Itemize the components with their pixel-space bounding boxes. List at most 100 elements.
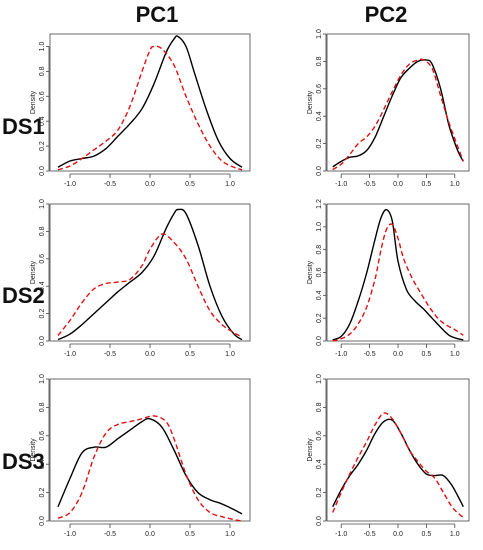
solid-density-curve xyxy=(332,208,464,341)
solid-density-curve xyxy=(57,417,243,515)
x-tick-label: -0.5 xyxy=(104,181,116,188)
plot-frame xyxy=(49,378,251,522)
y-axis-label: Density xyxy=(30,260,37,284)
solid-density-curve xyxy=(57,35,243,168)
plot-frame xyxy=(49,203,251,342)
x-tick-label: 0.5 xyxy=(185,181,195,188)
dashed-density-curve xyxy=(332,412,464,518)
dashed-density-curve xyxy=(57,45,243,171)
y-tick-label: 1.0 xyxy=(39,374,46,384)
dashed-density-curve xyxy=(332,223,464,342)
x-tick-label: 1.0 xyxy=(225,181,235,188)
y-tick-label: 0.8 xyxy=(39,402,46,412)
panel-ds2-pc2: -1.0 -0.5 0.0 0.5 1.0 0.0 0.2 0.4 0.6 0.8 1.0 1.2 De… xyxy=(307,199,470,358)
x-tick-label: -0.5 xyxy=(104,351,116,358)
x-tick-label: -1.0 xyxy=(335,531,347,538)
dashed-density-curve xyxy=(57,415,243,522)
plot-frame xyxy=(326,33,470,172)
y-tick-label: 0.2 xyxy=(39,141,46,151)
row-label-ds1: DS1 xyxy=(2,114,45,139)
x-tick-label: -0.5 xyxy=(104,531,116,538)
x-tick-label: 0.0 xyxy=(145,531,155,538)
y-tick-label: 0.4 xyxy=(316,111,323,121)
y-tick-label: 0.0 xyxy=(316,516,323,526)
y-tick-label: 0.6 xyxy=(316,431,323,441)
y-tick-label: 0.2 xyxy=(39,488,46,498)
y-tick-label: 1.2 xyxy=(316,199,323,209)
y-tick-label: 0.4 xyxy=(316,290,323,300)
x-tick-label: 0.0 xyxy=(393,531,403,538)
x-tick-label: -1.0 xyxy=(64,351,76,358)
column-label-pc1: PC1 xyxy=(136,2,179,27)
y-tick-label: 0.8 xyxy=(316,245,323,255)
x-tick-label: 0.5 xyxy=(185,531,195,538)
x-tick-label: -0.5 xyxy=(364,181,376,188)
x-tick-label: -1.0 xyxy=(64,181,76,188)
y-axis-label: Density xyxy=(30,438,37,462)
y-tick-label: 0.0 xyxy=(39,166,46,176)
y-tick-label: 0.6 xyxy=(316,268,323,278)
y-tick-label: 1.0 xyxy=(39,41,46,51)
y-axis-label: Density xyxy=(307,260,314,284)
x-tick-label: 1.0 xyxy=(450,351,460,358)
x-tick-label: 1.0 xyxy=(450,181,460,188)
column-label-pc2: PC2 xyxy=(365,2,408,27)
y-tick-label: 0.0 xyxy=(39,516,46,526)
y-tick-label: 0.6 xyxy=(39,431,46,441)
x-tick-label: 1.0 xyxy=(450,531,460,538)
solid-density-curve xyxy=(332,418,464,508)
y-tick-label: 0.0 xyxy=(316,336,323,346)
x-tick-label: 0.5 xyxy=(422,531,432,538)
panel-ds3-pc1: -1.0 -0.5 0.0 0.5 1.0 0.0 0.2 0.4 0.6 0.8 1.0 Densi… xyxy=(30,374,251,538)
y-tick-label: 0.8 xyxy=(39,66,46,76)
solid-density-curve xyxy=(332,59,464,168)
x-tick-label: 0.0 xyxy=(393,351,403,358)
y-tick-label: 0.6 xyxy=(39,254,46,264)
y-tick-label: 0.4 xyxy=(39,281,46,291)
x-tick-label: -1.0 xyxy=(335,351,347,358)
y-tick-label: 0.0 xyxy=(39,336,46,346)
y-tick-label: 0.8 xyxy=(316,56,323,66)
y-tick-label: 0.6 xyxy=(39,91,46,101)
x-tick-label: 0.0 xyxy=(145,181,155,188)
panel-ds1-pc2: -1.0 -0.5 0.0 0.5 1.0 0.0 0.2 0.4 0.6 0.8 1.0 Densi… xyxy=(307,29,470,188)
y-axis-label: Density xyxy=(307,90,314,114)
y-tick-label: 1.0 xyxy=(316,29,323,39)
y-tick-label: 0.8 xyxy=(39,226,46,236)
panel-ds1-pc1: -1.0 -0.5 0.0 0.5 1.0 0.0 0.2 0.4 0.6 0.8 1.0 Densi… xyxy=(30,33,251,188)
y-tick-label: 1.0 xyxy=(316,222,323,232)
x-tick-label: 0.0 xyxy=(393,181,403,188)
x-tick-label: 0.5 xyxy=(422,181,432,188)
panel-ds3-pc2: -1.0 -0.5 0.0 0.5 1.0 0.0 0.2 0.4 0.6 0.8 1.0 Densi… xyxy=(307,374,470,538)
y-axis-label: Density xyxy=(307,438,314,462)
solid-density-curve xyxy=(57,208,243,341)
y-tick-label: 1.0 xyxy=(316,374,323,384)
y-tick-label: 0.8 xyxy=(316,402,323,412)
x-tick-label: 0.0 xyxy=(145,351,155,358)
x-tick-label: 0.5 xyxy=(185,351,195,358)
plot-frame xyxy=(49,33,251,172)
y-tick-label: 0.4 xyxy=(39,116,46,126)
y-tick-label: 0.4 xyxy=(39,459,46,469)
x-tick-label: -1.0 xyxy=(64,531,76,538)
x-tick-label: -1.0 xyxy=(335,181,347,188)
x-tick-label: 1.0 xyxy=(225,531,235,538)
y-tick-label: 1.0 xyxy=(39,199,46,209)
dashed-density-curve xyxy=(332,58,464,171)
panel-ds2-pc1: -1.0 -0.5 0.0 0.5 1.0 0.0 0.2 0.4 0.6 0.8 1.0 Densi… xyxy=(30,199,251,358)
y-axis-label: Density xyxy=(30,90,37,114)
y-tick-label: 0.4 xyxy=(316,459,323,469)
row-label-ds3: DS3 xyxy=(2,449,45,474)
y-tick-label: 0.6 xyxy=(316,84,323,94)
plot-frame xyxy=(326,203,470,342)
y-tick-label: 0.2 xyxy=(316,313,323,323)
x-tick-label: -0.5 xyxy=(364,531,376,538)
row-label-ds2: DS2 xyxy=(2,283,45,308)
dashed-density-curve xyxy=(57,233,243,338)
x-tick-label: 0.5 xyxy=(422,351,432,358)
y-tick-label: 0.2 xyxy=(39,309,46,319)
panels-group: -1.0 -0.5 0.0 0.5 1.0 0.0 0.2 0.4 0.6 0.8 1.0 Densi… xyxy=(30,29,470,538)
y-tick-label: 0.2 xyxy=(316,488,323,498)
x-tick-label: 1.0 xyxy=(225,351,235,358)
